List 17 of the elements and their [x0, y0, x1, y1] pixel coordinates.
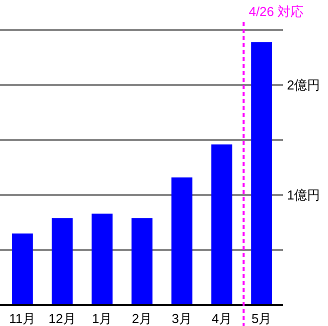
- x-tick-label: 2月: [132, 311, 152, 326]
- x-tick-label: 3月: [172, 311, 192, 326]
- ref-line-label: 4/26 対応: [248, 4, 304, 19]
- x-tick-label: 12月: [48, 311, 76, 326]
- y-tick-label: 2億円: [287, 78, 320, 93]
- bar: [211, 144, 232, 305]
- x-tick-label: 11月: [9, 311, 36, 326]
- bar: [52, 218, 73, 305]
- bar: [171, 177, 192, 305]
- x-tick-label: 5月: [251, 311, 272, 326]
- bar: [132, 218, 152, 305]
- x-tick-label: 4月: [212, 311, 232, 326]
- bar: [92, 214, 113, 305]
- bar: [251, 42, 272, 305]
- y-tick-label: 1億円: [287, 188, 320, 203]
- bar: [12, 234, 33, 305]
- x-tick-label: 1月: [92, 311, 112, 326]
